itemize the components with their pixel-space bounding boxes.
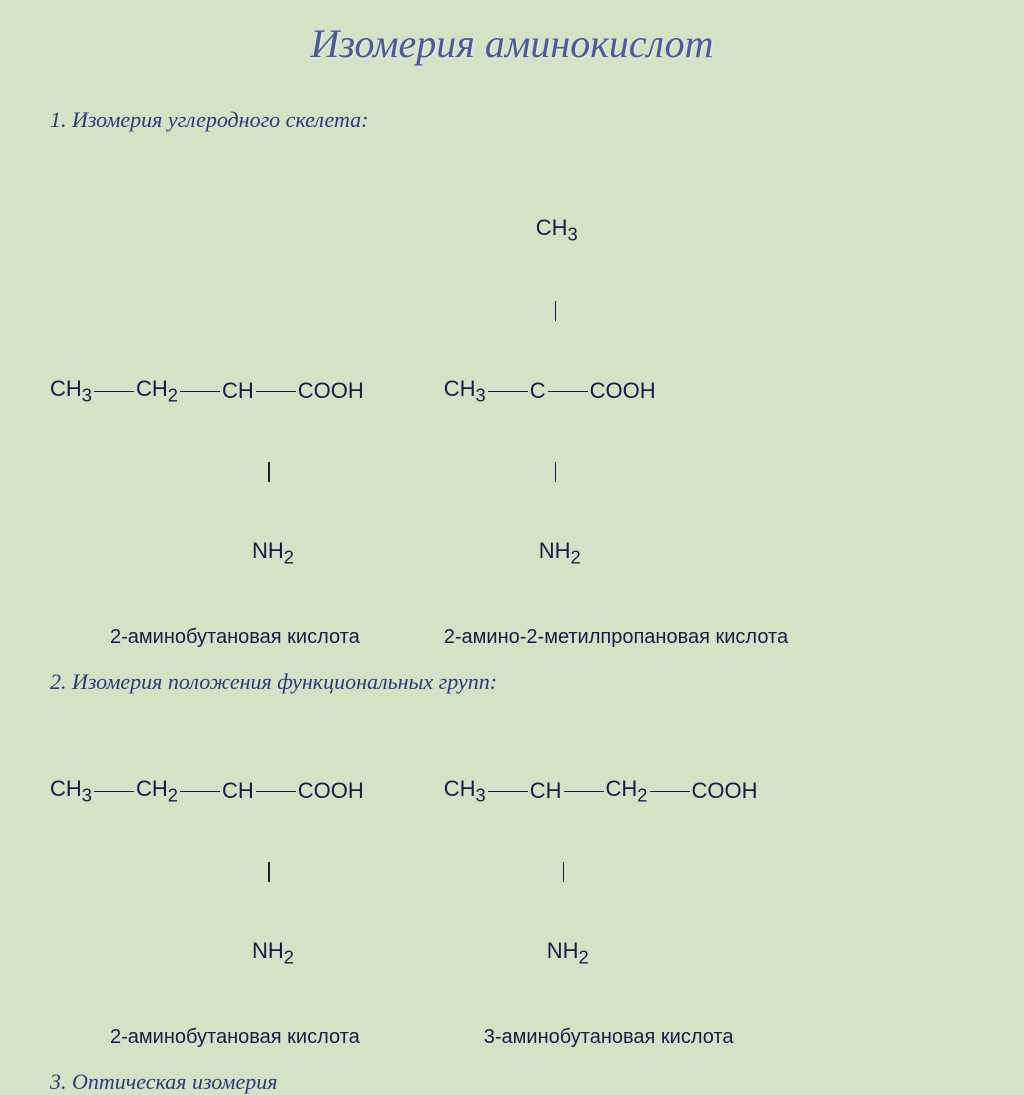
section-3-label: Оптическая изомерия bbox=[72, 1069, 277, 1094]
section-1-label: Изомерия углеродного скелета: bbox=[72, 107, 369, 132]
formula-1-right-caption: 2-амино-2-метилпропановая кислота bbox=[444, 626, 788, 649]
formula-2-left: CH3CH2CHCOOH NH2 2-аминобутановая кислот… bbox=[50, 725, 364, 1049]
page-title: Изомерия аминокислот bbox=[50, 20, 974, 67]
formula-1-left-caption: 2-аминобутановая кислота bbox=[50, 626, 360, 649]
section-2-num: 2. bbox=[50, 669, 67, 694]
formula-row-2: CH3CH2CHCOOH NH2 2-аминобутановая кислот… bbox=[50, 725, 974, 1049]
formula-2-left-caption: 2-аминобутановая кислота bbox=[50, 1026, 360, 1049]
formula-1-left: CH3CH2CHCOOH NH2 2-аминобутановая кислот… bbox=[50, 163, 364, 649]
section-3-num: 3. bbox=[50, 1069, 67, 1094]
section-2-label: Изомерия положения функциональных групп: bbox=[72, 669, 497, 694]
formula-2-right-caption: 3-аминобутановая кислота bbox=[444, 1026, 734, 1049]
formula-row-1: CH3CH2CHCOOH NH2 2-аминобутановая кислот… bbox=[50, 163, 974, 649]
section-1-num: 1. bbox=[50, 107, 67, 132]
section-3-header: 3. Оптическая изомерия bbox=[50, 1069, 974, 1095]
section-2-header: 2. Изомерия положения функциональных гру… bbox=[50, 669, 974, 695]
formula-2-right: CH3CHCH2COOH NH2 3-аминобутановая кислот… bbox=[444, 725, 758, 1049]
section-1-header: 1. Изомерия углеродного скелета: bbox=[50, 107, 974, 133]
formula-1-right: CH3 CH3CCOOH NH2 2-амино-2-метилпропанов… bbox=[444, 163, 788, 649]
